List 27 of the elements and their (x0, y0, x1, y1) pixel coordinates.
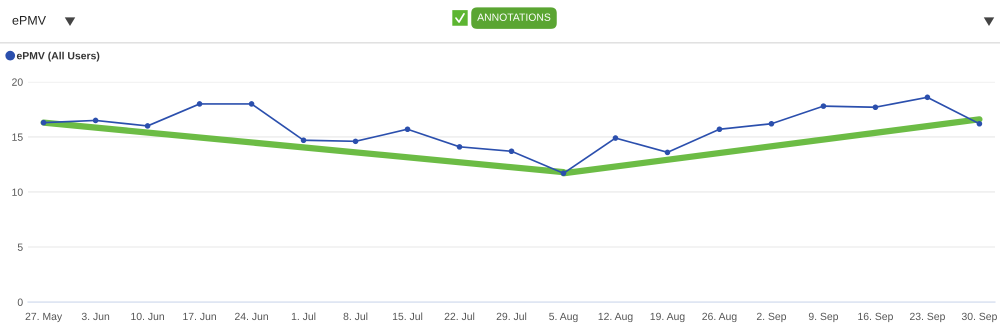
x-tick-label: 19. Aug (650, 312, 684, 322)
x-tick-label: 8. Jul (344, 312, 368, 320)
text: ePMV (12, 16, 46, 25)
x-tick-label: 26. Aug (702, 312, 736, 322)
x-tick-label: 3. Jun (82, 312, 110, 320)
x-tick-label: 23. Sep (910, 312, 945, 322)
x-tick-label: 1. Jul (292, 312, 316, 320)
legend-label: ePMV (All Users) (16, 52, 100, 62)
y-tick-label: 15 (12, 134, 23, 141)
x-tick-label: 10. Jun (131, 312, 164, 320)
x-tick-label: 22. Jul (444, 312, 474, 320)
x-tick-label: 24. Jun (234, 312, 268, 320)
x-tick-label: 16. Sep (858, 312, 893, 322)
y-tick-label: 5 (18, 244, 23, 251)
x-tick-label: 30. Sep (962, 312, 997, 322)
x-tick-label: 15. Jul (392, 312, 422, 320)
text: ANNOTATIONS (477, 14, 550, 21)
x-tick-label: 12. Aug (598, 312, 632, 322)
x-tick-label: 2. Sep (756, 312, 786, 322)
x-tick-label: 29. Jul (496, 312, 526, 320)
x-tick-label: 17. Jun (183, 312, 216, 320)
y-tick-label: 10 (12, 188, 23, 196)
y-tick-label: 0 (18, 298, 23, 306)
x-tick-label: 9. Sep (808, 312, 838, 322)
y-tick-label: 20 (12, 78, 23, 86)
x-tick-label: 27. May (26, 312, 62, 322)
x-tick-label: 5. Aug (549, 312, 578, 322)
